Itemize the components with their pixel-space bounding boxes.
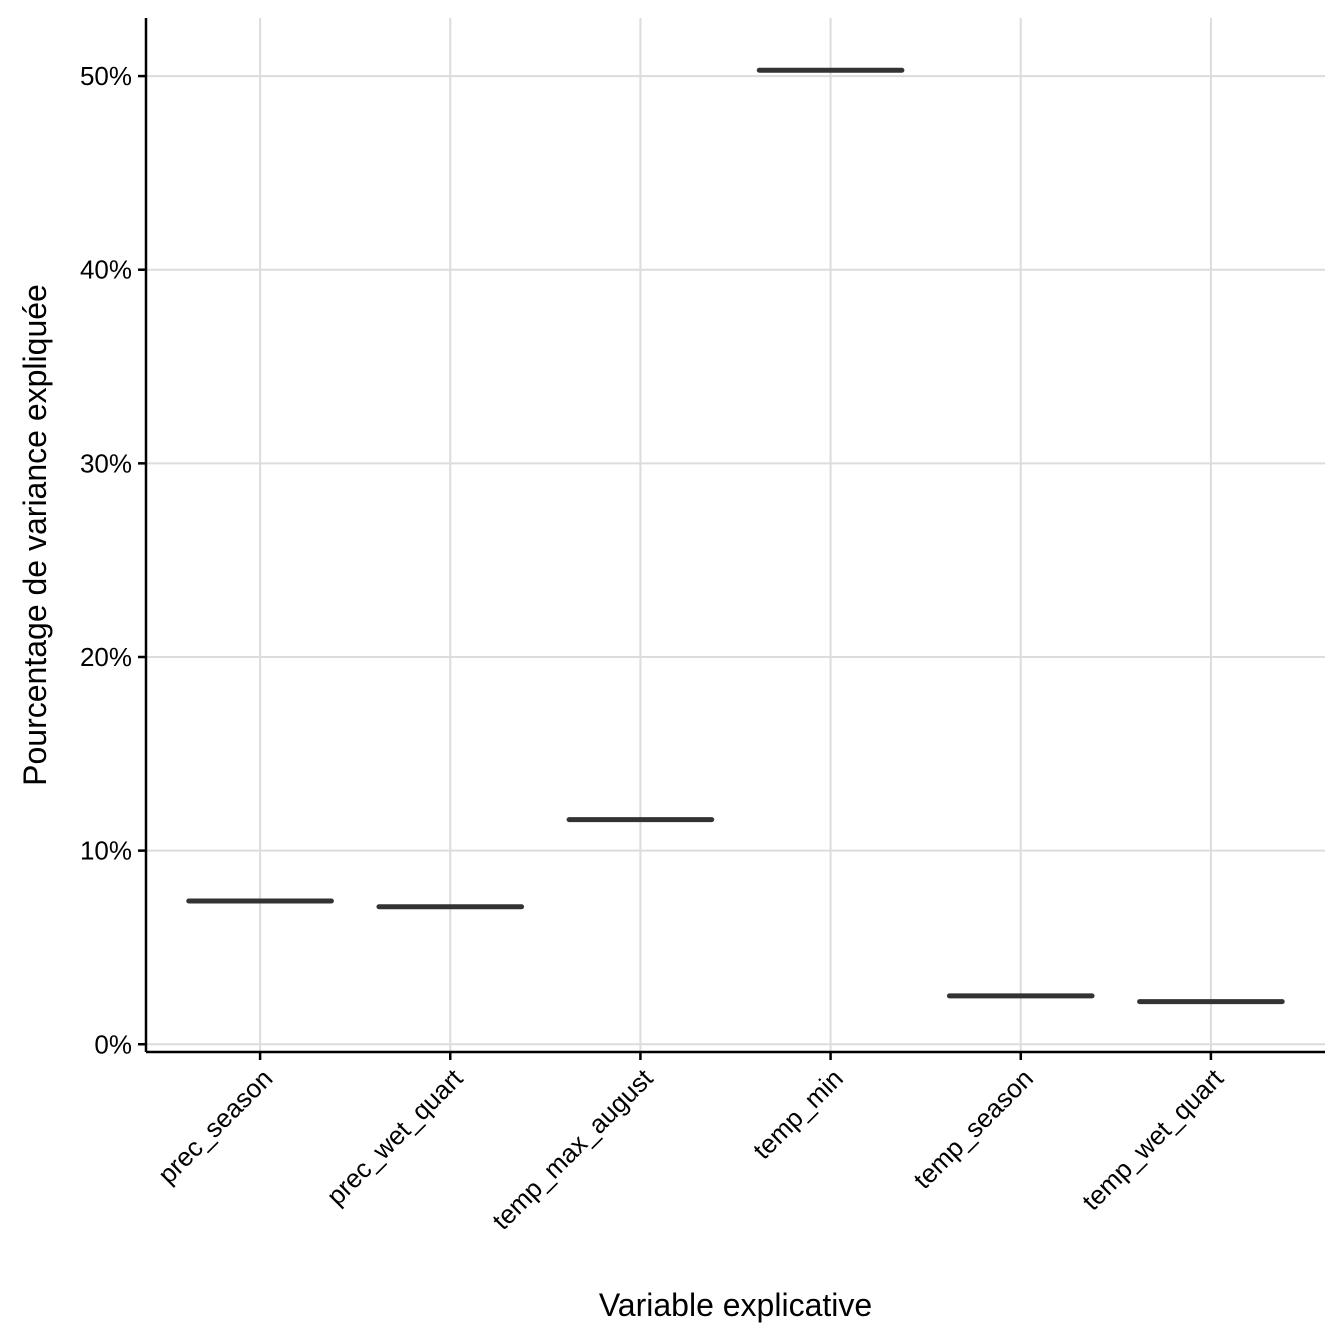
x-axis-title: Variable explicative xyxy=(599,1287,872,1323)
y-tick-label: 10% xyxy=(80,836,132,866)
axes xyxy=(144,18,1325,1054)
median-lines xyxy=(186,67,1285,1005)
grid xyxy=(146,18,1325,1052)
y-ticks: 0% 10% 20% 30% 40% 50% xyxy=(80,61,146,1059)
x-tick-label: prec_season xyxy=(152,1063,278,1189)
x-tick-label: prec_wet_quart xyxy=(321,1062,469,1210)
y-tick-label: 40% xyxy=(80,255,132,285)
x-tick-label: temp_max_august xyxy=(486,1062,659,1235)
x-tick-label: temp_wet_quart xyxy=(1076,1062,1230,1216)
x-tick-label: temp_season xyxy=(907,1063,1039,1195)
y-axis-title: Pourcentage de variance expliquée xyxy=(17,284,53,786)
x-tick-label: temp_min xyxy=(747,1063,849,1165)
y-tick-label: 50% xyxy=(80,61,132,91)
x-ticks: prec_season prec_wet_quart temp_max_august… xyxy=(152,1052,1230,1235)
y-tick-label: 20% xyxy=(80,642,132,672)
y-tick-label: 0% xyxy=(94,1029,132,1059)
y-tick-label: 30% xyxy=(80,448,132,478)
